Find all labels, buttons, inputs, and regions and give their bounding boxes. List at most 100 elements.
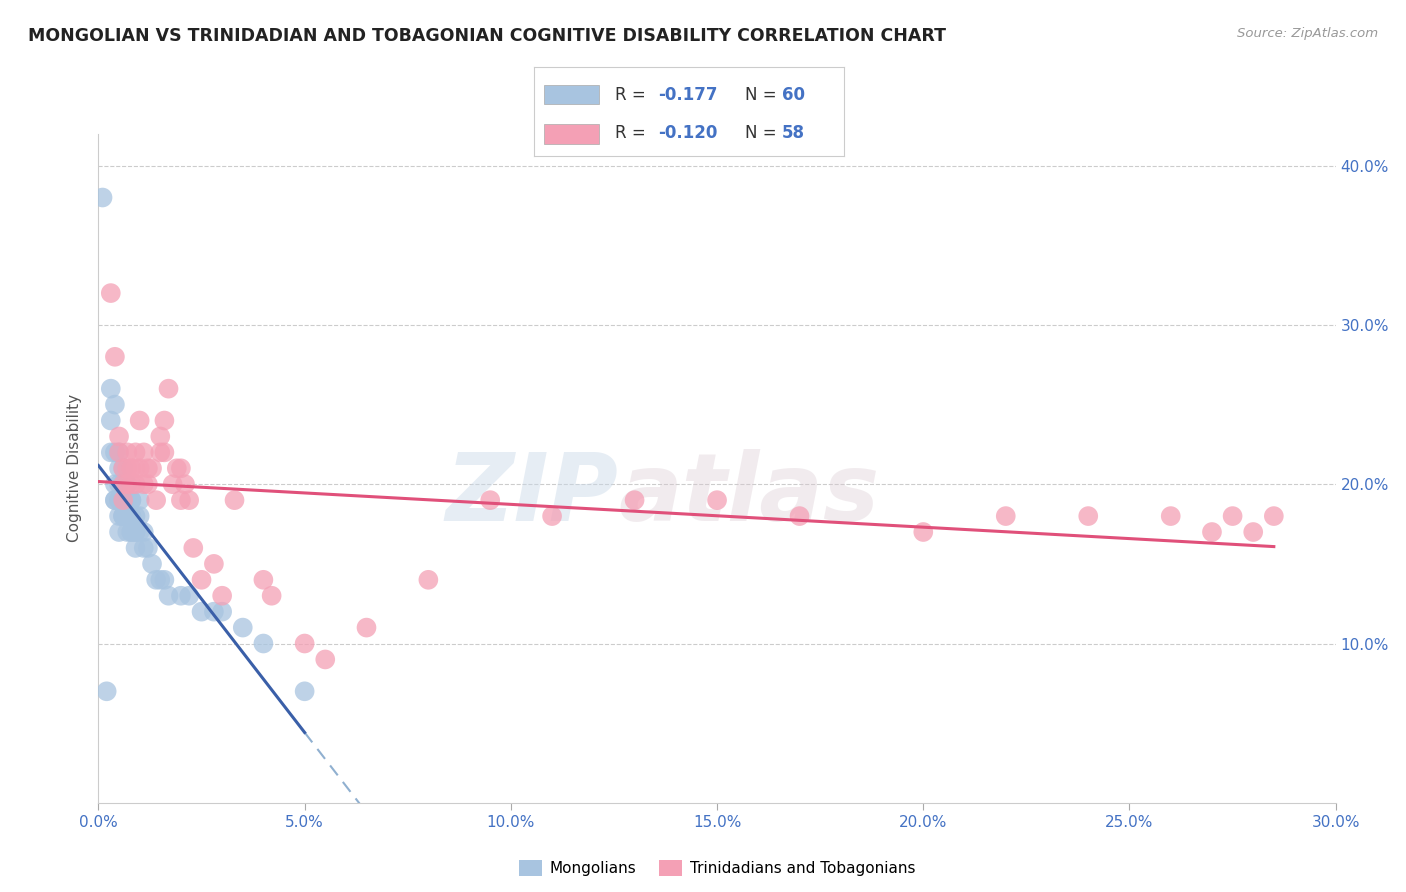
Point bbox=[124, 461, 146, 475]
Point bbox=[1201, 524, 1223, 539]
Bar bbox=[544, 124, 599, 144]
Point bbox=[112, 461, 135, 475]
Text: atlas: atlas bbox=[619, 449, 879, 541]
Point bbox=[117, 524, 139, 539]
Point bbox=[100, 286, 122, 301]
Point bbox=[112, 509, 135, 524]
Point bbox=[132, 445, 155, 459]
Point bbox=[162, 477, 184, 491]
Text: MONGOLIAN VS TRINIDADIAN AND TOBAGONIAN COGNITIVE DISABILITY CORRELATION CHART: MONGOLIAN VS TRINIDADIAN AND TOBAGONIAN … bbox=[28, 27, 946, 45]
Point bbox=[132, 477, 155, 491]
Point bbox=[252, 573, 274, 587]
Point bbox=[117, 493, 139, 508]
Point bbox=[124, 477, 146, 491]
Point bbox=[120, 493, 142, 508]
Point bbox=[128, 509, 150, 524]
Point bbox=[1077, 509, 1099, 524]
Point bbox=[153, 413, 176, 427]
Point bbox=[541, 509, 564, 524]
Point bbox=[128, 461, 150, 475]
Point bbox=[1263, 509, 1285, 524]
Point bbox=[190, 573, 212, 587]
Point bbox=[1241, 524, 1264, 539]
Point bbox=[252, 636, 274, 650]
Text: R =: R = bbox=[614, 87, 651, 104]
Point bbox=[706, 493, 728, 508]
Point bbox=[149, 445, 172, 459]
Bar bbox=[544, 85, 599, 104]
Point bbox=[104, 350, 127, 364]
Text: -0.177: -0.177 bbox=[658, 87, 717, 104]
Point bbox=[294, 636, 316, 650]
Point bbox=[157, 382, 180, 396]
Point bbox=[100, 382, 122, 396]
Text: -0.120: -0.120 bbox=[658, 124, 717, 142]
Point bbox=[418, 573, 440, 587]
Point bbox=[294, 684, 316, 698]
Point bbox=[232, 621, 254, 635]
Text: ZIP: ZIP bbox=[446, 449, 619, 541]
Text: N =: N = bbox=[745, 87, 782, 104]
Point bbox=[170, 589, 193, 603]
Point bbox=[104, 477, 127, 491]
Point bbox=[132, 541, 155, 555]
Point bbox=[112, 509, 135, 524]
Point bbox=[145, 493, 167, 508]
Point bbox=[117, 477, 139, 491]
Point bbox=[112, 477, 135, 491]
Point bbox=[117, 509, 139, 524]
Text: Source: ZipAtlas.com: Source: ZipAtlas.com bbox=[1237, 27, 1378, 40]
Point bbox=[136, 541, 159, 555]
Point bbox=[117, 461, 139, 475]
Point bbox=[108, 445, 131, 459]
Point bbox=[912, 524, 935, 539]
Point bbox=[120, 461, 142, 475]
Text: 58: 58 bbox=[782, 124, 804, 142]
Point bbox=[108, 477, 131, 491]
Point bbox=[224, 493, 246, 508]
Point bbox=[120, 524, 142, 539]
Point bbox=[153, 445, 176, 459]
Point bbox=[170, 493, 193, 508]
Point bbox=[994, 509, 1017, 524]
Point bbox=[108, 509, 131, 524]
Point bbox=[108, 493, 131, 508]
Point bbox=[153, 573, 176, 587]
Point bbox=[124, 524, 146, 539]
Point bbox=[128, 524, 150, 539]
Point bbox=[91, 190, 114, 204]
Point bbox=[124, 541, 146, 555]
Point bbox=[104, 398, 127, 412]
Point bbox=[202, 605, 225, 619]
Point bbox=[174, 477, 197, 491]
Point bbox=[181, 541, 204, 555]
Point bbox=[117, 445, 139, 459]
Point bbox=[479, 493, 502, 508]
Point bbox=[117, 477, 139, 491]
Point bbox=[179, 589, 201, 603]
Point bbox=[145, 573, 167, 587]
Point bbox=[112, 461, 135, 475]
Point bbox=[120, 524, 142, 539]
Point bbox=[100, 413, 122, 427]
Point bbox=[141, 557, 163, 571]
Point bbox=[120, 509, 142, 524]
Point bbox=[124, 509, 146, 524]
Point bbox=[132, 524, 155, 539]
Point bbox=[190, 605, 212, 619]
Point bbox=[128, 413, 150, 427]
Point bbox=[120, 509, 142, 524]
Point bbox=[623, 493, 645, 508]
Point bbox=[112, 493, 135, 508]
Legend: Mongolians, Trinidadians and Tobagonians: Mongolians, Trinidadians and Tobagonians bbox=[513, 854, 921, 882]
Point bbox=[104, 493, 127, 508]
Point bbox=[100, 445, 122, 459]
Point bbox=[112, 509, 135, 524]
Point bbox=[108, 429, 131, 443]
Point bbox=[136, 477, 159, 491]
Point bbox=[117, 509, 139, 524]
Point bbox=[108, 493, 131, 508]
Point bbox=[141, 461, 163, 475]
Point bbox=[179, 493, 201, 508]
Point bbox=[211, 589, 233, 603]
